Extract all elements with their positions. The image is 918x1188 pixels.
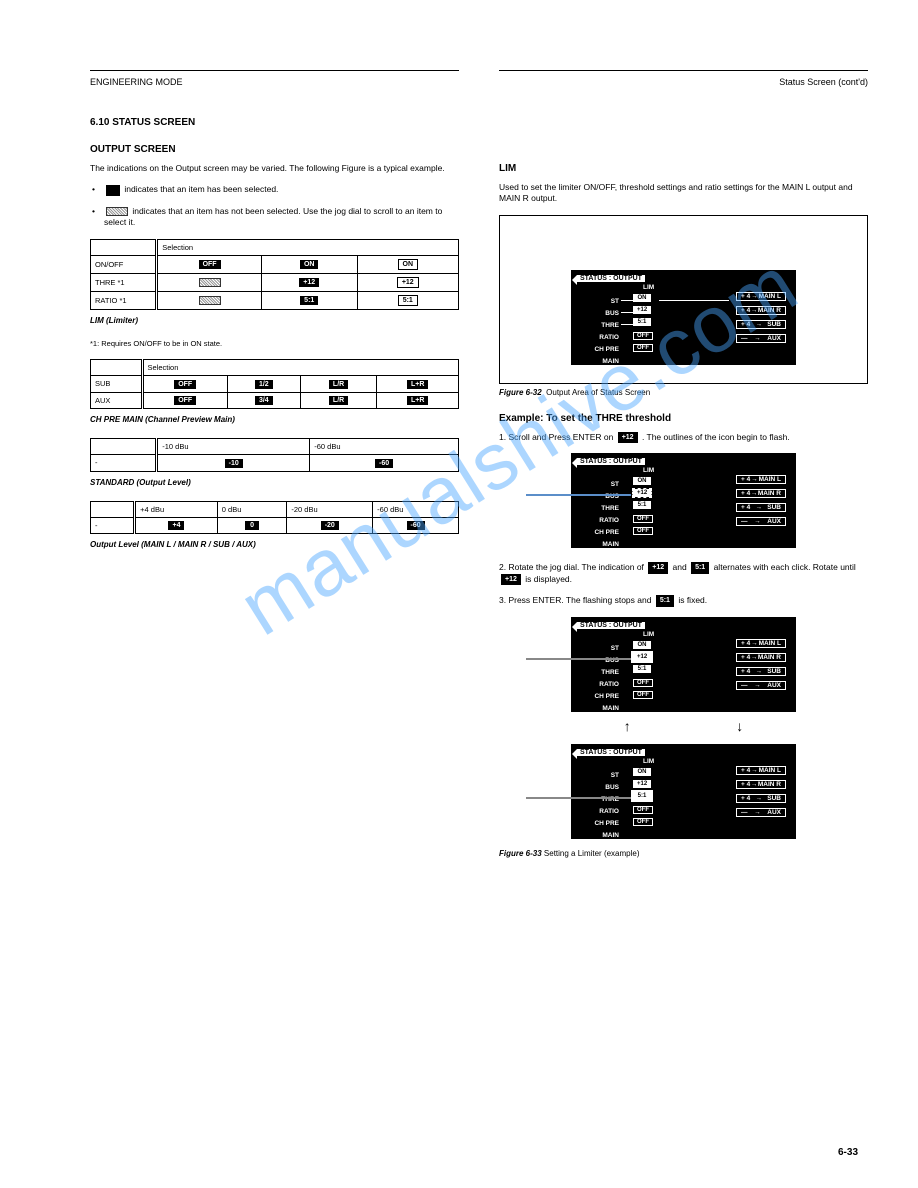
left-column: ENGINEERING MODE 6.10 STATUS SCREEN OUTP…: [90, 70, 459, 872]
status-panel-3: STATUS : OUTPUT LIM STBUSTHRERATIOCH PRE…: [571, 617, 796, 712]
table-chpremain: Selection SUB OFF 1/2 L/R L+R AUX OFF 3/…: [90, 359, 459, 409]
status-panel-2: STATUS : OUTPUT LIM STBUSTHRERATIOCH PRE…: [571, 453, 796, 548]
arrow-up-icon: ↑: [624, 718, 631, 734]
updown-arrows: ↑ ↓: [571, 718, 796, 734]
unselected-icon: [106, 207, 128, 216]
section-title: 6.10 STATUS SCREEN: [90, 117, 459, 128]
lim-heading: LIM: [499, 163, 868, 174]
header-left: ENGINEERING MODE: [90, 77, 459, 87]
bullet-2: indicates that an item has not been sele…: [104, 206, 459, 229]
step3: 3. Press ENTER. The flashing stops and 5…: [499, 595, 868, 606]
status-panel-1: STATUS : OUTPUT LIM STBUSTHRERATIOCH PRE…: [571, 270, 796, 365]
step2: 2. Rotate the jog dial. The indication o…: [499, 562, 868, 585]
output-screen-heading: OUTPUT SCREEN: [90, 144, 459, 155]
intro-text: The indications on the Output screen may…: [90, 163, 459, 174]
fig632-caption: Figure 6-32 Output Area of Status Screen: [499, 388, 868, 397]
table-lim: Selection ON/OFF OFF ON ON THRE *1 +12 +…: [90, 239, 459, 310]
table1-caption: LIM (Limiter): [90, 316, 459, 325]
selected-icon: [106, 185, 120, 196]
figure-632-box: STATUS : OUTPUT LIM STBUSTHRERATIOCH PRE…: [499, 215, 868, 384]
status-panel-4: STATUS : OUTPUT LIM STBUSTHRERATIOCH PRE…: [571, 744, 796, 839]
right-column: Status Screen (cont'd) LIM Used to set t…: [499, 70, 868, 872]
arrow-down-icon: ↓: [736, 718, 743, 734]
table1-footnote: *1: Requires ON/OFF to be in ON state.: [90, 339, 459, 349]
bullet-1: indicates that an item has been selected…: [104, 184, 459, 195]
table-standard: -10 dBu -60 dBu - -10 -60: [90, 438, 459, 472]
table2-caption: CH PRE MAIN (Channel Preview Main): [90, 415, 459, 424]
table3-caption: STANDARD (Output Level): [90, 478, 459, 487]
page-number: 6-33: [838, 1147, 858, 1158]
example-heading: Example: To set the THRE threshold: [499, 413, 868, 424]
table4-caption: Output Level (MAIN L / MAIN R / SUB / AU…: [90, 540, 459, 549]
step1: 1. Scroll and Press ENTER on +12 . The o…: [499, 432, 868, 443]
lim-text: Used to set the limiter ON/OFF, threshol…: [499, 182, 868, 205]
table-outlevel: +4 dBu 0 dBu -20 dBu -60 dBu - +4 0 -20 …: [90, 501, 459, 535]
fig633-caption: Figure 6-33 Setting a Limiter (example): [499, 849, 868, 858]
header-right: Status Screen (cont'd): [499, 77, 868, 87]
